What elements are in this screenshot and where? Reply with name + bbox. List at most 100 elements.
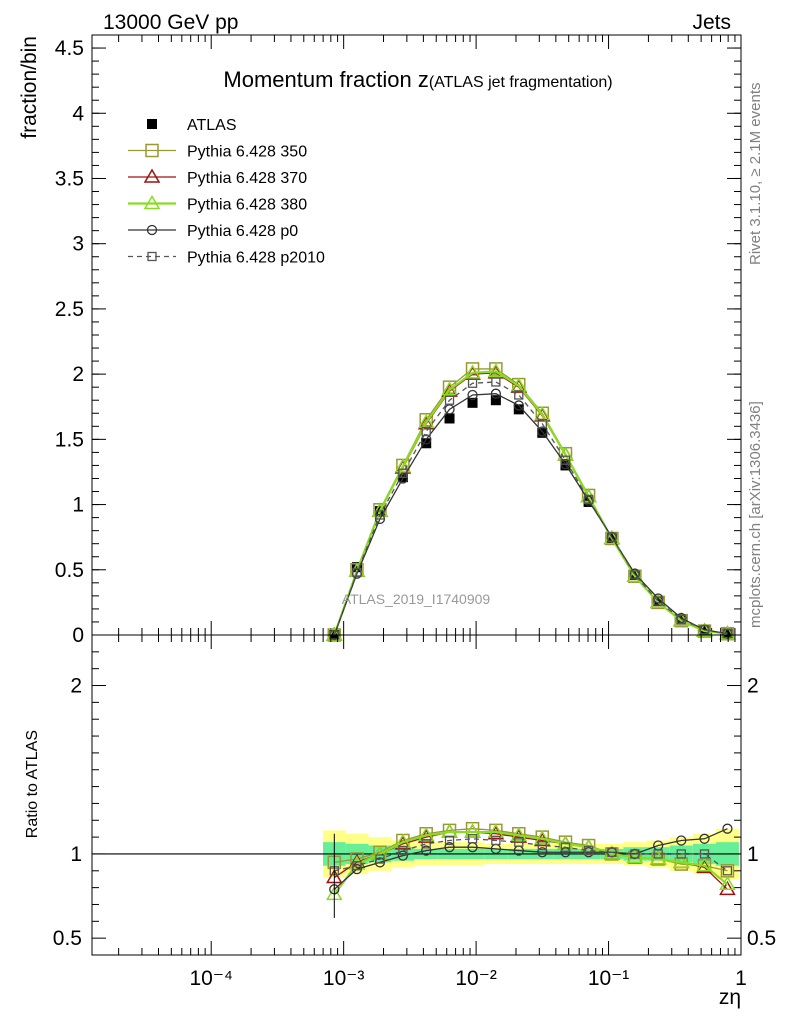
main-axes: 0 0.5 1 1.5 2 2.5 3 3.5 4 4.5 [55,34,742,647]
data-point [421,839,431,849]
data-point [560,842,571,852]
data-point [583,845,594,856]
data-point [351,562,362,573]
legend-marker [146,224,158,236]
data-point [419,413,433,427]
y-tick-label: 2.5 [55,298,84,321]
data-point [722,629,733,639]
data-point [444,413,455,424]
data-point [510,826,528,842]
data-point [699,833,710,844]
data-point [464,364,481,379]
data-point [630,849,640,859]
x-tick-labels: 10⁻⁴ 10⁻³ 10⁻² 10⁻¹ 1 [189,967,746,990]
data-point [441,381,458,396]
data-point [607,532,617,542]
data-point [696,858,713,874]
main-panel: 0 0.5 1 1.5 2 2.5 3 3.5 4 4.5 ATLAS_2019_I1740909… [18,34,742,647]
data-point [397,850,409,861]
data-point [537,847,548,858]
data-point [722,823,733,834]
data-point [607,847,617,857]
data-point [699,849,710,859]
data-point [491,377,501,387]
data-point [352,861,362,871]
legend-label: Pythia 6.428 350 [187,144,307,161]
legend-label: Pythia 6.428 370 [187,170,307,187]
data-point [398,468,408,478]
data-point [490,395,501,406]
data-point [352,567,362,578]
data-point [444,842,455,853]
y-tick-label: 1 [72,494,84,517]
data-point [699,625,710,635]
data-point [467,834,478,844]
data-point [676,835,687,846]
x-tick-label: 10⁻³ [323,967,364,990]
data-point [375,854,385,864]
ratio-panel: 0.5 0.51 12 2 Ratio to ATLAS 10⁻⁴ 10⁻³ 10⁻² 10… [24,634,776,1009]
data-point [398,845,408,856]
data-point [444,835,455,846]
data-point [489,362,503,376]
data-point [533,830,551,845]
y-tick-label: 2 [72,363,84,386]
legend-marker [147,119,157,129]
y-tick-label: 3 [72,233,84,256]
data-point [537,419,547,429]
data-point [464,823,481,838]
data-point [537,427,548,438]
data-point [490,388,502,399]
legend-marker [143,168,161,183]
legend-label: ATLAS [187,117,237,134]
x-axis-label: zη [719,986,741,1009]
data-point [719,875,736,891]
header-right: Jets [692,11,731,34]
data-point [676,849,686,859]
x-tick-label: 1 [735,967,747,990]
data-point [696,857,713,872]
y-tick-label: 4 [72,102,84,125]
x-tick-label: 10⁻¹ [588,967,629,990]
data-point [421,434,432,445]
data-point [672,853,690,869]
legend-marker [147,251,157,262]
data-point [487,363,505,378]
ratio-series [325,821,736,918]
legend-label: Pythia 6.428 p2010 [187,250,325,267]
y-tick-label: 0 [72,624,84,647]
y-tick-label: 4.5 [55,37,84,60]
ratio-y-tick-label: 1 [70,843,82,866]
x-tick-label: 10⁻² [455,967,496,990]
y-tick-label: 3.5 [55,167,84,190]
series-pythia-6-428-p2010 [329,377,733,640]
y-axis-label: fraction/bin [18,36,41,139]
data-point [676,614,686,624]
ratio-y-tick-label: 2 [70,675,82,698]
x-tick-label: 10⁻⁴ [189,967,232,990]
rivet-version-label: Rivet 3.1.10, ≥ 2.1M events [747,83,764,266]
main-series [325,362,736,642]
data-point [560,460,571,471]
data-point [560,455,571,465]
y-tick-label: 1.5 [55,428,84,451]
data-point [514,837,524,847]
watermark: ATLAS_2019_I1740909 [342,591,491,607]
legend-label: Pythia 6.428 p0 [187,223,298,240]
data-point [421,426,431,437]
ratio-axes: 0.5 0.5 1 1 2 2 [53,635,776,955]
data-point [583,494,594,504]
data-point [514,390,524,400]
data-point [467,378,478,388]
data-point [467,389,478,401]
data-point [491,835,501,846]
series-pythia-6-428-p2010 [329,834,733,876]
ratio-y-axis-label: Ratio to ATLAS [24,730,41,838]
ratio-y-tick-label: 0.5 [53,927,82,950]
mcplots-label: mcplots.cern.ch [arXiv:1306.3436] [747,401,764,628]
legend: ATLAS Pythia 6.428 350 Pythia 6.428 370 Pyt… [128,117,325,267]
data-point [375,510,385,520]
header-left: 13000 GeV pp [103,11,238,34]
data-point [537,840,547,851]
